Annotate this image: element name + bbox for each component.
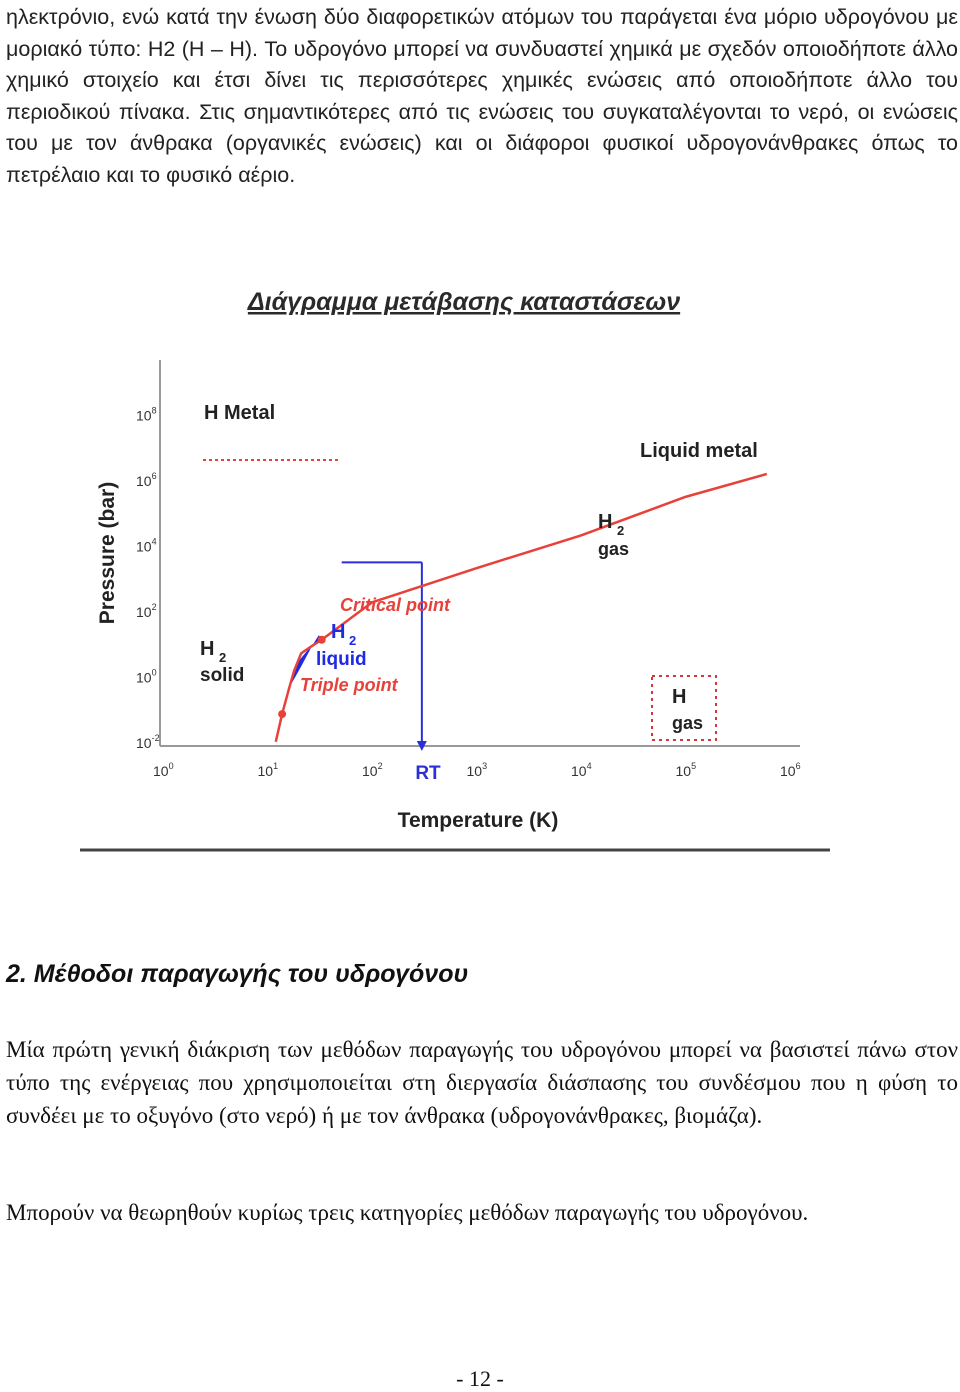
svg-text:H: H [331,621,345,643]
y-axis-ticks: 108 106 104 102 100 10-2 [136,405,160,751]
x-tick-label: 106 [780,761,801,779]
x-tick-label: 103 [467,761,488,779]
region-label-liquid-metal: Liquid metal [640,440,758,462]
y-tick-label: 106 [136,471,157,489]
y-tick-label: 104 [136,536,157,554]
svg-text:H: H [200,638,214,660]
h-gas-dotted-box [651,675,717,741]
svg-text:2: 2 [219,650,226,665]
y-axis-label: Pressure (bar) [96,482,119,624]
x-tick-label: 105 [676,761,697,779]
region-label-h-gas: H gas [672,686,703,733]
section-paragraph-1: Μία πρώτη γενική διάκριση των μεθόδων πα… [6,1037,958,1128]
svg-text:gas: gas [598,539,629,559]
region-label-h2-liquid: H 2 liquid [316,621,367,670]
plot-content [203,459,768,751]
svg-text:solid: solid [200,665,244,686]
y-tick-label: 108 [136,405,157,423]
intro-paragraph: ηλεκτρόνιο, ενώ κατά την ένωση δύο διαφο… [6,5,958,187]
x-tick-label: 101 [258,761,279,779]
svg-text:2: 2 [617,523,624,538]
x-axis-label: Temperature (K) [398,809,559,832]
critical-point-label: Critical point [340,595,451,615]
svg-text:H: H [598,511,612,533]
critical-point-marker [317,635,326,644]
section-paragraph-2: Μπορούν να θεωρηθούν κυρίως τρεις κατηγο… [6,1200,809,1225]
y-tick-label: 10-2 [136,733,160,751]
svg-text:gas: gas [672,713,703,733]
plot-frame [159,360,800,747]
triple-point-marker [278,710,287,719]
phase-diagram-figure: Διάγραμμα μετάβασης καταστάσεων 10810610… [80,288,830,852]
x-axis-ticks: 100 101 102 103 104 105 106 [153,761,801,779]
section-heading: 2. Μέθοδοι παραγωγής του υδρογόνου [6,960,469,988]
triple-point-label: Triple point [300,675,399,695]
region-label-h-metal: H Metal [204,402,275,424]
y-tick-label: 100 [136,667,157,685]
x-tick-label: 104 [571,761,592,779]
y-tick-label: 102 [136,602,157,620]
x-tick-label: 100 [153,761,174,779]
room-temperature-label: RT [415,763,441,784]
svg-text:2: 2 [349,633,356,648]
region-label-h2-solid: H 2 solid [200,638,244,686]
region-label-h2-gas: H 2 gas [598,511,629,559]
page-number: - 12 - [456,1366,504,1391]
rt-arrowhead [416,741,427,751]
svg-text:liquid: liquid [316,649,367,670]
x-tick-label: 102 [362,761,383,779]
phase-boundary-curve [274,472,768,743]
svg-text:H: H [672,686,686,708]
figure-title: Διάγραμμα μετάβασης καταστάσεων [247,288,680,316]
